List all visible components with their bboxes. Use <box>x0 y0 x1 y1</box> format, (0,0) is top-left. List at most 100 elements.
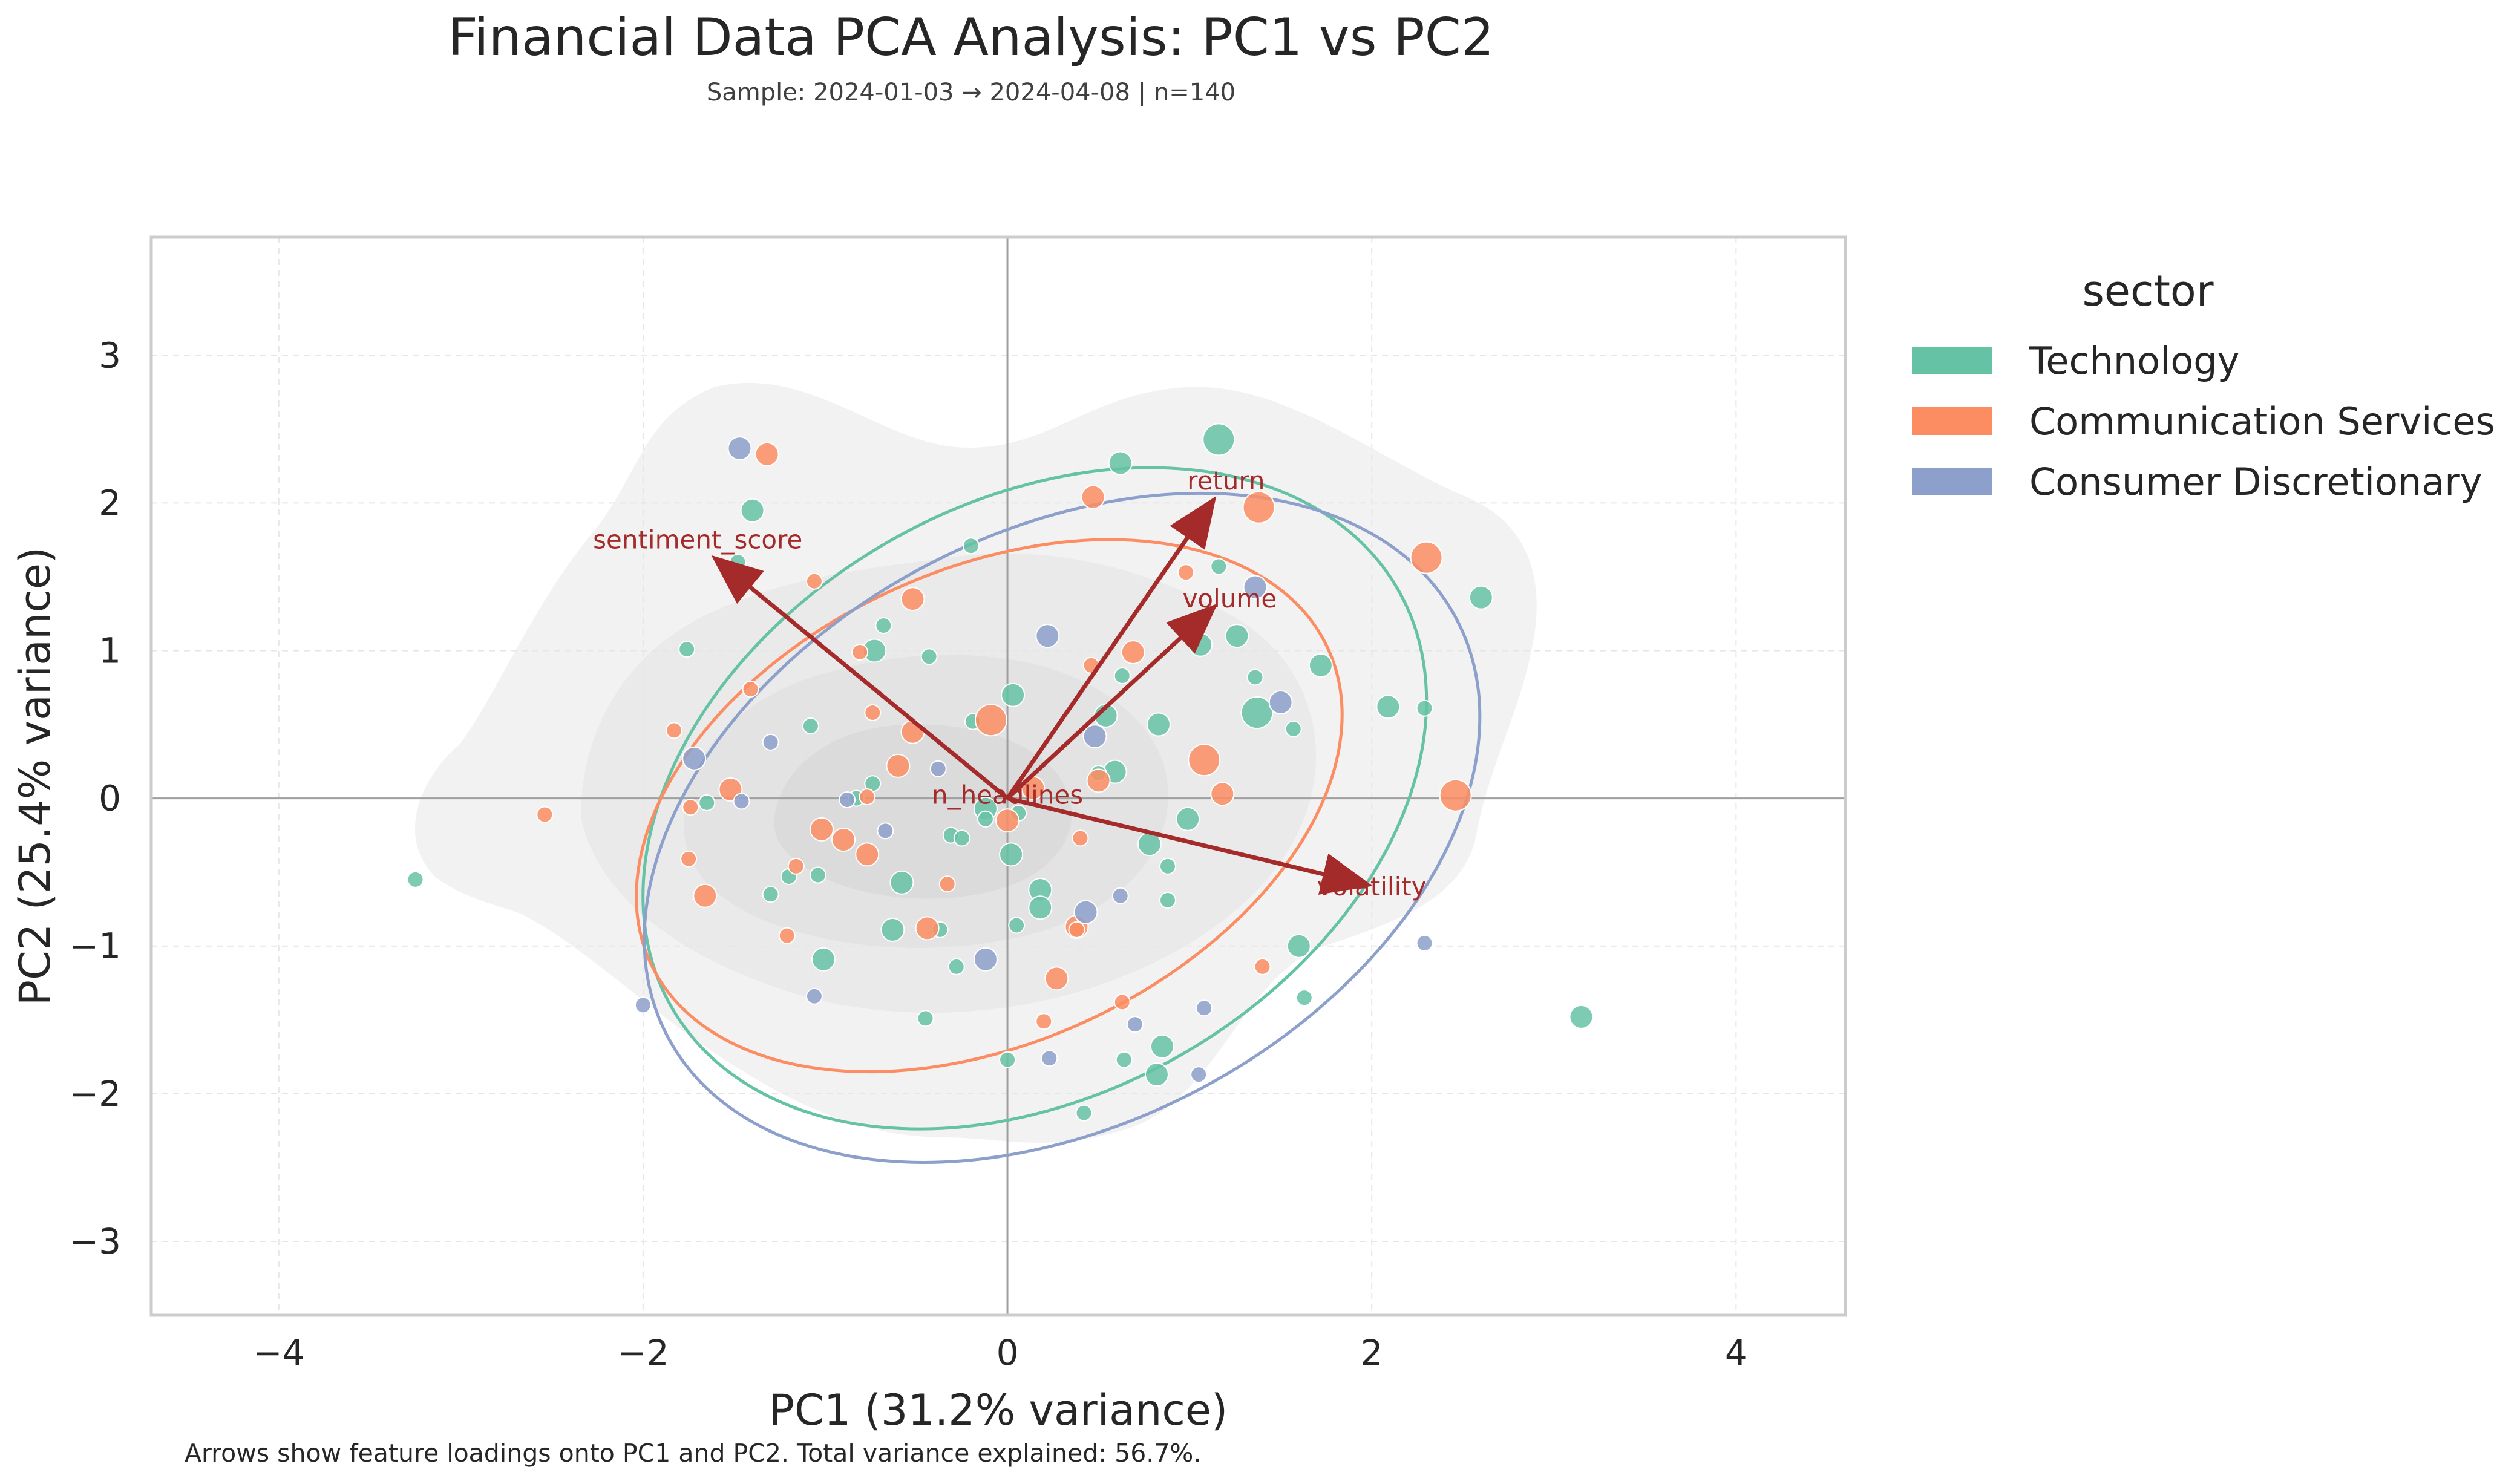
legend-title: sector <box>2082 266 2214 316</box>
legend-item-technology: Technology <box>1912 330 2517 391</box>
y-tick-label: 3 <box>99 335 121 376</box>
scatter-point-1 <box>680 850 698 868</box>
scatter-point-0 <box>1286 933 1311 958</box>
scatter-point-0 <box>1202 423 1235 456</box>
legend-item-consumer-discretionary: Consumer Discretionary <box>1912 451 2517 512</box>
scatter-point-1 <box>864 704 882 722</box>
confidence-ellipses <box>635 466 1482 1164</box>
loading-label-n_headlines: n_headlines <box>932 780 1083 810</box>
x-axis-ticks: −4 −2 0 2 4 <box>253 1332 1747 1373</box>
scatter-point-0 <box>1240 696 1274 730</box>
scatter-point-0 <box>1376 695 1401 719</box>
scatter-point-2 <box>682 746 707 771</box>
scatter-point-1 <box>900 587 925 612</box>
x-tick-label: 2 <box>1361 1332 1383 1373</box>
scatter-point-2 <box>634 996 652 1014</box>
scatter-point-0 <box>917 1010 934 1027</box>
scatter-point-2 <box>929 760 947 777</box>
scatter-point-1 <box>1254 958 1271 975</box>
loading-arrow-sentiment_score <box>711 555 1009 800</box>
confidence-ellipse-2 <box>643 491 1482 1164</box>
scatter-point-2 <box>1041 1050 1058 1067</box>
scatter-point-1 <box>900 719 925 744</box>
scatter-point-1 <box>754 442 779 466</box>
x-tick-label: 4 <box>1725 1332 1747 1373</box>
scatter-point-1 <box>693 883 718 908</box>
scatter-point-2 <box>805 987 823 1005</box>
scatter-point-2 <box>1268 690 1293 714</box>
scatter-point-0 <box>1075 1104 1093 1122</box>
scatter-point-0 <box>811 947 836 972</box>
scatter-point-2 <box>1082 724 1107 749</box>
y-tick-label: 0 <box>99 778 121 819</box>
y-tick-label: −3 <box>70 1221 122 1262</box>
scatter-points <box>407 423 1594 1122</box>
scatter-point-2 <box>762 733 779 751</box>
loading-arrow-return <box>1006 495 1217 800</box>
scatter-point-0 <box>875 617 892 635</box>
scatter-point-2 <box>1035 624 1060 649</box>
legend: sector Technology Communication Services… <box>1912 266 2517 512</box>
scatter-point-1 <box>536 806 554 823</box>
scatter-point-0 <box>1176 806 1200 831</box>
scatter-point-0 <box>947 958 965 975</box>
chart-title: Financial Data PCA Analysis: PC1 vs PC2 <box>448 7 1494 68</box>
zero-reference-lines <box>151 237 1845 1315</box>
scatter-point-1 <box>666 722 683 739</box>
y-tick-label: 1 <box>99 630 121 672</box>
scatter-point-2 <box>727 436 752 461</box>
scatter-point-1 <box>1410 541 1443 574</box>
scatter-point-2 <box>1190 1066 1208 1084</box>
loading-label-volume: volume <box>1183 584 1277 613</box>
scatter-point-0 <box>762 886 779 903</box>
scatter-point-0 <box>920 648 938 665</box>
scatter-point-0 <box>1001 682 1026 707</box>
scatter-point-0 <box>1225 624 1249 649</box>
legend-item-communication-services: Communication Services <box>1912 391 2517 451</box>
legend-label-consumer-discretionary: Consumer Discretionary <box>2029 459 2482 504</box>
scatter-point-1 <box>831 827 856 852</box>
scatter-point-1 <box>1068 921 1085 938</box>
scatter-point-1 <box>1044 966 1069 991</box>
scatter-point-1 <box>1177 564 1195 581</box>
scatter-point-0 <box>698 794 716 811</box>
scatter-point-0 <box>953 829 970 847</box>
scatter-point-0 <box>1159 892 1176 909</box>
scatter-point-1 <box>859 788 876 806</box>
scatter-point-0 <box>1308 653 1333 678</box>
scatter-point-1 <box>915 916 940 941</box>
scatter-point-0 <box>1008 917 1026 934</box>
confidence-ellipse-1 <box>635 538 1344 1074</box>
scatter-point-0 <box>889 870 914 895</box>
legend-label-technology: Technology <box>2029 338 2240 383</box>
loading-label-volatility: volatility <box>1317 872 1427 901</box>
scatter-point-1 <box>1072 829 1089 847</box>
scatter-point-0 <box>999 1051 1016 1068</box>
legend-swatch-consumer-discretionary <box>1912 468 1992 495</box>
scatter-point-1 <box>1121 639 1145 664</box>
plot-frame <box>149 235 1847 1317</box>
chart-subtitle: Sample: 2024-01-03 → 2024-04-08 | n=140 <box>706 79 1236 106</box>
scatter-point-1 <box>742 680 759 698</box>
scatter-point-1 <box>1081 485 1105 509</box>
scatter-point-1 <box>855 842 880 867</box>
scatter-point-0 <box>1144 1062 1169 1087</box>
scatter-point-0 <box>1416 699 1433 717</box>
scatter-point-1 <box>1035 1013 1053 1030</box>
loading-label-sentiment_score: sentiment_score <box>593 525 802 554</box>
scatter-point-1 <box>1210 782 1235 806</box>
scatter-point-0 <box>1108 451 1133 476</box>
scatter-point-0 <box>1285 720 1302 737</box>
scatter-point-2 <box>1243 575 1268 600</box>
x-tick-label: −4 <box>253 1332 305 1373</box>
scatter-point-2 <box>1073 900 1098 924</box>
scatter-point-2 <box>1416 934 1433 952</box>
legend-swatch-technology <box>1912 347 1992 374</box>
scatter-point-1 <box>682 799 699 816</box>
scatter-point-1 <box>1439 779 1472 812</box>
scatter-point-1 <box>1086 768 1111 793</box>
y-tick-label: 2 <box>99 482 121 523</box>
scatter-point-0 <box>802 717 819 735</box>
